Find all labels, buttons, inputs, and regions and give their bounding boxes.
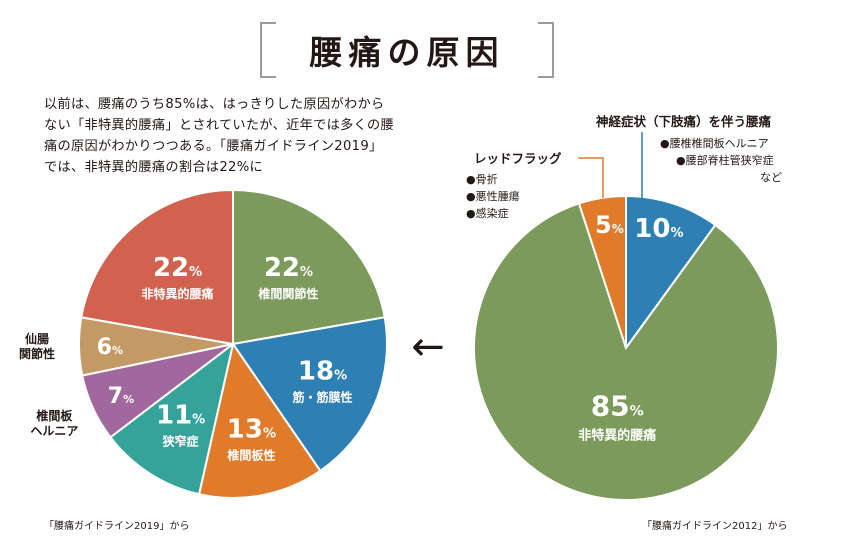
chart0-slice-label-4: 椎間板ヘルニア bbox=[30, 408, 78, 438]
chart1-callout-item-0-1: ●腰部脊柱管狭窄症 bbox=[676, 153, 774, 167]
title-frame: 腰痛の原因 bbox=[260, 20, 554, 78]
chart1-callout-item-2-2: ●感染症 bbox=[466, 206, 509, 220]
chart0-slice-2 bbox=[197, 341, 322, 499]
chart0-slice-3 bbox=[109, 341, 235, 496]
chart1-slice-1 bbox=[473, 202, 779, 501]
chart1-callout-item-2-0: ●骨折 bbox=[466, 172, 498, 186]
chart0-value-label-5: 6% bbox=[97, 335, 123, 360]
chart1-slice-label-1: 非特異的腰痛 bbox=[578, 428, 656, 444]
chart1-slice-0 bbox=[625, 194, 717, 352]
chart0-value-label-6: 22% bbox=[153, 253, 202, 283]
chart0-slice-6 bbox=[80, 188, 234, 346]
intro-text: 以前は、腰痛のうち85%は、はっきりした原因がわからない「非特異的腰痛」とされて… bbox=[44, 97, 395, 175]
chart1-value-label-2: 5% bbox=[595, 211, 624, 239]
source-left: 「腰痛ガイドライン2019」から bbox=[44, 521, 190, 532]
chart0-value-label-0: 22% bbox=[264, 253, 313, 283]
chart1-callout-line-2 bbox=[578, 157, 604, 198]
chart1-callout-item-0-0: ●腰椎椎間板ヘルニア bbox=[660, 136, 769, 150]
chart0-slice-label-6: 非特異的腰痛 bbox=[142, 286, 214, 301]
arrow-left-icon: ← bbox=[411, 324, 445, 370]
source-right: 「腰痛ガイドライン2012」から bbox=[642, 521, 788, 532]
title-bracket-left bbox=[260, 22, 276, 78]
chart0-slice-label-2: 椎間板性 bbox=[226, 447, 275, 462]
chart0-value-label-3: 11% bbox=[156, 401, 205, 431]
title-bracket-right bbox=[538, 22, 554, 78]
chart0-slice-label-0: 椎間関節性 bbox=[257, 286, 318, 301]
chart0-slice-label-1: 筋・筋膜性 bbox=[291, 389, 352, 404]
chart1-slice-2 bbox=[577, 194, 627, 349]
chart0-value-label-4: 7% bbox=[108, 384, 134, 409]
chart1-callout-title-0: 神経症状（下肢痛）を伴う腰痛 bbox=[596, 114, 772, 129]
chart1-callout-title-2: レッドフラッグ bbox=[474, 151, 562, 166]
chart1-value-label-0: 10% bbox=[634, 214, 683, 244]
chart0-value-label-2: 13% bbox=[227, 414, 276, 444]
chart1-callout-item-2-1: ●悪性腫瘍 bbox=[466, 189, 520, 203]
chart1-value-label-1: 85% bbox=[591, 390, 644, 423]
chart0-slice-label-3: 狭窄症 bbox=[162, 434, 199, 449]
chart0-slice-1 bbox=[231, 316, 388, 473]
chart0-slice-label-5: 仙腸関節性 bbox=[19, 331, 55, 361]
chart1-callout-item-0-2: など bbox=[760, 171, 782, 184]
page-title: 腰痛の原因 bbox=[309, 33, 505, 72]
chart0-slice-0 bbox=[232, 188, 386, 346]
chart0-value-label-1: 18% bbox=[298, 356, 347, 386]
